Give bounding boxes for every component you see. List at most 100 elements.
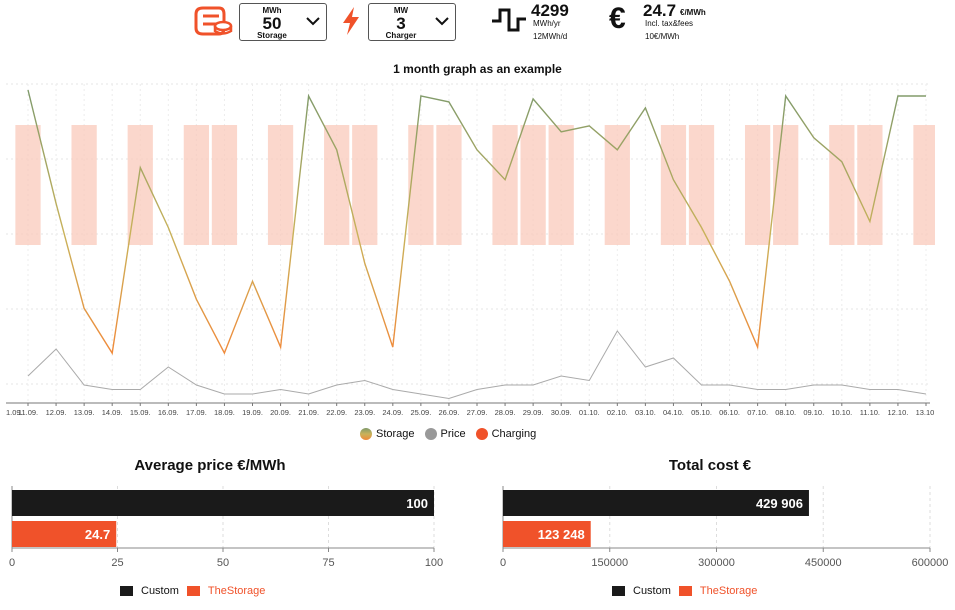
x-tick-label: 01.10. bbox=[579, 408, 600, 417]
x-tick-label: 15.09. bbox=[130, 408, 151, 417]
header-bar: MWh 50 Storage MW 3 Charger 4299 MWh/yr … bbox=[0, 0, 955, 50]
x-tick-label: 14.09. bbox=[102, 408, 123, 417]
bar bbox=[12, 490, 434, 516]
bolt-icon bbox=[343, 7, 359, 35]
charging-block bbox=[492, 125, 518, 245]
storage-value: 50 bbox=[262, 14, 282, 33]
x-tick-label: 75 bbox=[322, 557, 334, 569]
total-cost-chart: 0 150000 300000 450000 600000 429 906 123 248 bbox=[500, 486, 949, 569]
charging-block bbox=[773, 125, 799, 245]
x-tick-label: 27.09. bbox=[467, 408, 488, 417]
total-cost-legend: Custom TheStorage bbox=[612, 585, 757, 597]
x-tick-label: 13.10. bbox=[916, 408, 935, 417]
storage-unit: MWh bbox=[262, 6, 282, 15]
bar bbox=[503, 490, 809, 516]
x-tick-label: 22.09. bbox=[326, 408, 347, 417]
charging-block bbox=[520, 125, 546, 245]
consumption-unit: MWh/yr bbox=[533, 19, 561, 28]
x-tick-label: 23.09. bbox=[354, 408, 375, 417]
x-tick-label: 04.10. bbox=[663, 408, 684, 417]
legend-storage-label: Storage bbox=[376, 428, 415, 440]
euro-icon: € bbox=[609, 2, 626, 35]
charger-select[interactable]: MW 3 Charger bbox=[368, 3, 456, 41]
storage-logo-icon bbox=[194, 6, 233, 36]
charging-block bbox=[183, 125, 210, 245]
thestorage-legend-swatch bbox=[186, 586, 200, 596]
storage-label: Storage bbox=[257, 31, 287, 40]
x-tick-label: 28.09. bbox=[495, 408, 516, 417]
x-tick-label: 06.10. bbox=[719, 408, 740, 417]
storage-line bbox=[27, 89, 926, 356]
price-fee: 10€/MWh bbox=[645, 32, 680, 41]
consumption-wave-icon bbox=[492, 8, 526, 32]
charging-block bbox=[660, 125, 687, 245]
charging-legend-dot bbox=[475, 428, 488, 440]
bar bbox=[503, 521, 591, 547]
x-tick-label: 12.09. bbox=[46, 408, 67, 417]
x-axis-ticks: 1.09.11.09. 12.09. 13.09. 14.09. 15.09. 16.09… bbox=[6, 403, 935, 417]
charging-block bbox=[913, 125, 935, 245]
charger-value: 3 bbox=[396, 14, 406, 33]
bar-value-label: 24.7 bbox=[85, 527, 110, 542]
charging-block bbox=[829, 125, 855, 245]
x-tick-label: 21.09. bbox=[298, 408, 319, 417]
x-tick-label: 150000 bbox=[591, 557, 628, 569]
x-tick-label: 0 bbox=[9, 557, 15, 569]
legend-price-label: Price bbox=[440, 428, 466, 440]
bar-value-label: 100 bbox=[406, 496, 428, 511]
x-tick-label: 20.09. bbox=[270, 408, 291, 417]
x-tick-label: 0 bbox=[500, 557, 506, 569]
charging-block bbox=[71, 125, 97, 245]
x-tick-label: 18.09. bbox=[214, 408, 235, 417]
charger-unit: MW bbox=[393, 6, 409, 15]
x-tick-label: 13.09. bbox=[74, 408, 95, 417]
x-tick-label: 29.09. bbox=[523, 408, 544, 417]
x-tick-label: 450000 bbox=[805, 557, 842, 569]
x-tick-label: 1.09. bbox=[6, 408, 23, 417]
storage-series bbox=[27, 89, 926, 356]
charging-block bbox=[436, 125, 462, 245]
charging-block bbox=[267, 125, 294, 245]
x-tick-label: 600000 bbox=[912, 557, 949, 569]
consumption-daily: 12MWh/d bbox=[533, 32, 568, 41]
x-tick-label: 02.10. bbox=[607, 408, 628, 417]
charging-block bbox=[688, 125, 715, 245]
legend-item-storage[interactable]: Storage bbox=[360, 428, 415, 440]
charging-block bbox=[548, 125, 574, 245]
avg-price-title: Average price €/MWh bbox=[134, 457, 286, 474]
x-tick-label: 100 bbox=[425, 557, 443, 569]
x-tick-label: 30.09. bbox=[551, 408, 572, 417]
charger-label: Charger bbox=[385, 31, 417, 40]
legend-item-charging[interactable]: Charging bbox=[475, 428, 537, 440]
storage-select[interactable]: MWh 50 Storage bbox=[239, 3, 327, 41]
main-legend: Storage Price Charging bbox=[360, 428, 536, 440]
charging-block bbox=[604, 125, 630, 245]
charging-block bbox=[211, 125, 238, 245]
x-tick-label: 50 bbox=[217, 557, 229, 569]
custom-legend-swatch bbox=[612, 586, 625, 596]
charging-block bbox=[408, 125, 434, 245]
charging-block bbox=[15, 125, 41, 245]
legend-item-price[interactable]: Price bbox=[424, 428, 466, 440]
chevron-down-icon bbox=[435, 17, 449, 26]
main-chart: 1.09.11.09. 12.09. 13.09. 14.09. 15.09. 16.09… bbox=[6, 83, 935, 417]
x-tick-label: 26.09. bbox=[439, 408, 460, 417]
x-tick-label: 11.10. bbox=[860, 408, 880, 417]
x-tick-label: 300000 bbox=[698, 557, 735, 569]
price-value: 24.7 bbox=[643, 1, 677, 20]
consumption-value: 4299 bbox=[531, 1, 569, 20]
storage-legend-dot bbox=[360, 428, 372, 440]
x-tick-label: 25.09. bbox=[410, 408, 431, 417]
x-tick-label: 07.10. bbox=[747, 408, 768, 417]
chevron-down-icon bbox=[306, 17, 320, 26]
legend-custom-label: Custom bbox=[141, 585, 179, 597]
total-cost-title: Total cost € bbox=[668, 457, 752, 474]
price-note: Incl. tax&fees bbox=[645, 19, 694, 28]
legend-thestorage-label: TheStorage bbox=[207, 585, 266, 597]
legend-thestorage-label: TheStorage bbox=[699, 585, 758, 597]
thestorage-legend-swatch bbox=[678, 586, 692, 596]
x-tick-label: 16.09. bbox=[158, 408, 179, 417]
bar bbox=[12, 521, 117, 547]
legend-charging-label: Charging bbox=[491, 428, 537, 440]
x-tick-label: 08.10. bbox=[775, 408, 796, 417]
